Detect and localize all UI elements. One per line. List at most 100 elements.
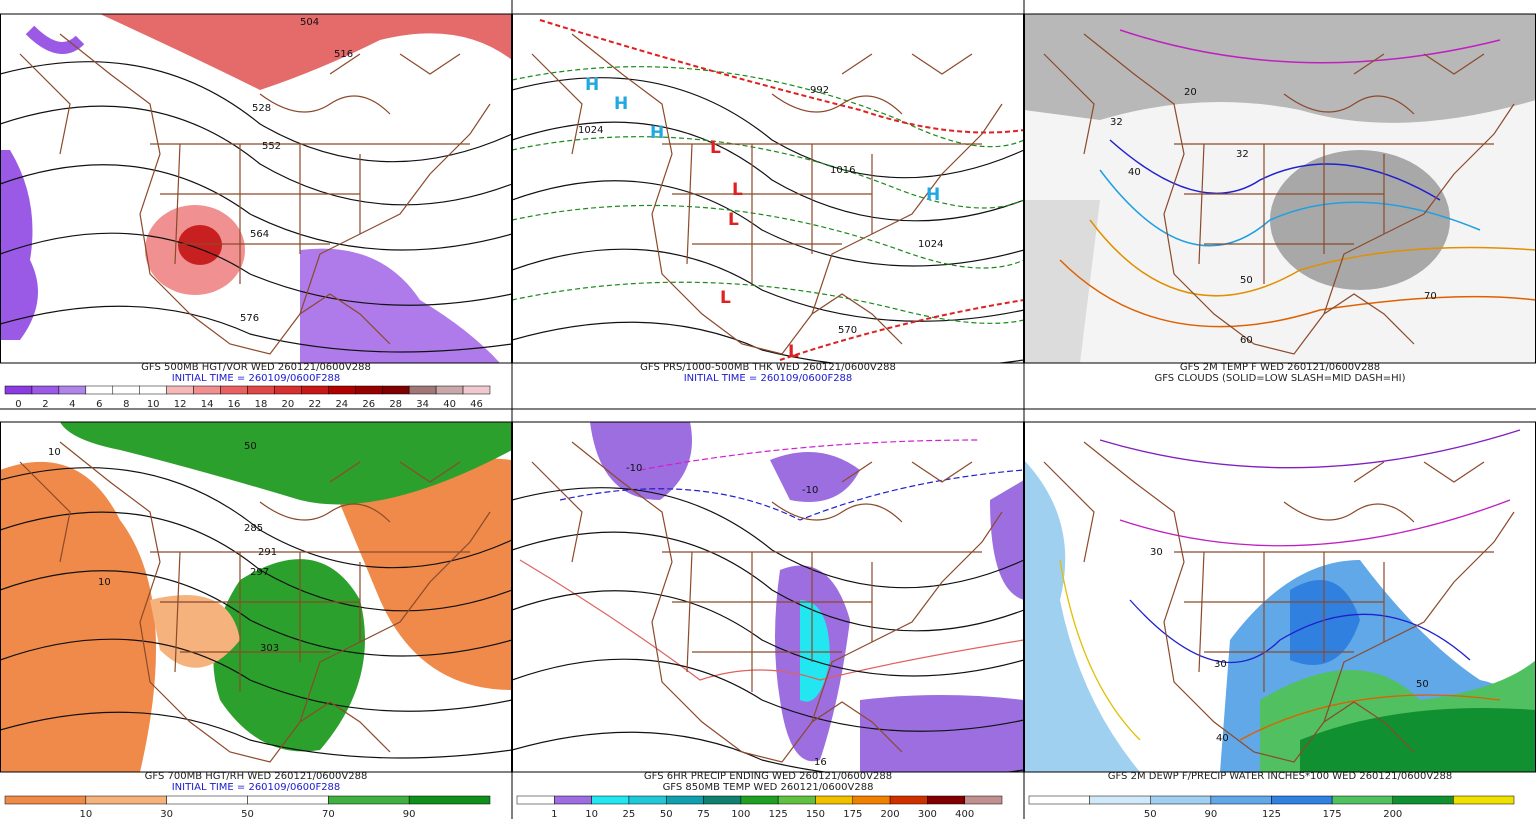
colorbar-segment <box>777 795 816 805</box>
colorbar-segment <box>591 795 630 805</box>
contour-label: 30 <box>1214 659 1227 670</box>
contour-label: 32 <box>1110 117 1123 128</box>
colorbar-label: 18 <box>255 399 268 410</box>
panel-caption: INITIAL TIME = 260109/0600F288 <box>684 373 853 384</box>
colorbar-segment <box>220 385 248 395</box>
colorbar-segment <box>4 385 33 395</box>
contour-label: 60 <box>1240 335 1253 346</box>
low-marker: L <box>788 342 799 362</box>
panel-caption: GFS 500MB HGT/VOR WED 260121/0600V288 <box>141 362 371 373</box>
colorbar-segment <box>355 385 383 395</box>
temperature-map: 32 32 20 40 50 60 70 <box>1024 14 1536 363</box>
colorbar-label: 175 <box>843 809 862 819</box>
colorbar-label: 20 <box>282 399 295 410</box>
colorbar-label: 125 <box>769 809 788 819</box>
colorbar-segment <box>964 795 1003 805</box>
colorbar-label: 46 <box>470 399 483 410</box>
colorbar-segment <box>1028 795 1090 805</box>
panel-caption: GFS 850MB TEMP WED 260121/0600V288 <box>663 782 874 793</box>
colorbar-label: 90 <box>1205 809 1218 819</box>
colorbar-segment <box>703 795 742 805</box>
colorbar-label: 4 <box>69 399 75 410</box>
colorbar-label: 12 <box>174 399 187 410</box>
colorbar-label: 400 <box>955 809 974 819</box>
contour-label: 10 <box>48 447 61 458</box>
panel-caption: GFS PRS/1000-500MB THK WED 260121/0600V2… <box>640 362 896 373</box>
colorbar-segment <box>927 795 965 805</box>
colorbar-label: 34 <box>416 399 429 410</box>
vorticity-map: 504 516 528 552 564 576 <box>0 14 512 363</box>
contour-label: 297 <box>250 567 269 578</box>
colorbar-label: 30 <box>160 809 173 819</box>
colorbar-label: 2 <box>42 399 48 410</box>
contour-label: 1016 <box>830 165 855 176</box>
temperature-contours <box>1059 29 1536 328</box>
colorbar-segment <box>85 795 167 805</box>
contour-label: 1024 <box>578 125 603 136</box>
colorbar-segment <box>247 385 275 395</box>
contour-label: 16 <box>814 757 827 768</box>
contour-label: 992 <box>810 85 829 96</box>
contour-label: 1024 <box>918 239 943 250</box>
colorbar-segment <box>435 385 464 395</box>
contour-label: 40 <box>1216 733 1229 744</box>
contour-label: 291 <box>258 547 277 558</box>
colorbar-label: 26 <box>362 399 375 410</box>
contour-label: 50 <box>1416 679 1429 690</box>
colorbar-segment <box>554 795 592 805</box>
colorbar-label: 28 <box>389 399 402 410</box>
colorbar-label: 50 <box>241 809 254 819</box>
colorbar-segment <box>274 385 302 395</box>
colorbar-label: 75 <box>697 809 710 819</box>
colorbar-segment <box>740 795 779 805</box>
colorbar-segment <box>1392 795 1454 805</box>
colorbar-label: 70 <box>322 809 335 819</box>
contour-label: 564 <box>250 229 269 240</box>
colorbar-segment <box>408 385 437 395</box>
colorbar-segment <box>166 385 194 395</box>
colorbar-segment <box>112 385 140 395</box>
colorbar-segment <box>247 795 329 805</box>
contour-label: 32 <box>1236 149 1249 160</box>
colorbar-segment <box>408 795 491 805</box>
colorbar-label: 200 <box>1383 809 1402 819</box>
colorbar-segment <box>381 385 410 395</box>
pressure-map: H H H H L L L L L 1024 1016 1024 992 570 <box>512 14 1024 363</box>
colorbar-segment <box>328 385 356 395</box>
colorbar-segment <box>462 385 491 395</box>
colorbar-segment <box>516 795 555 805</box>
colorbar-segment <box>58 385 87 395</box>
colorbar-segment <box>166 795 248 805</box>
colorbar-label: 175 <box>1323 809 1342 819</box>
precip-map: -10 -10 16 <box>512 422 1024 772</box>
colorbar-label: 24 <box>335 399 348 410</box>
colorbar-segment <box>852 795 891 805</box>
contour-label: 50 <box>244 441 257 452</box>
high-marker: H <box>650 123 664 143</box>
colorbar-segment <box>4 795 87 805</box>
colorbar-label: 14 <box>201 399 214 410</box>
panel-caption: INITIAL TIME = 260109/0600F288 <box>172 782 341 793</box>
contour-label: 576 <box>240 313 259 324</box>
dewpoint-map: 30 30 40 50 <box>1024 422 1536 772</box>
contour-label: 552 <box>262 141 281 152</box>
contour-label: 285 <box>244 523 263 534</box>
colorbar-segment <box>301 385 329 395</box>
panel-caption: GFS CLOUDS (SOLID=LOW SLASH=MID DASH=HI) <box>1154 373 1405 384</box>
low-marker: L <box>732 180 743 200</box>
contour-label: 570 <box>838 325 857 336</box>
colorbar-segment <box>628 795 667 805</box>
panel-caption: GFS 2M DEWP F/PRECIP WATER INCHES*100 WE… <box>1108 771 1453 782</box>
contour-label: 10 <box>98 577 111 588</box>
colorbar-label: 300 <box>918 809 937 819</box>
contour-label: 516 <box>334 49 353 60</box>
contour-label: -10 <box>626 463 642 474</box>
high-marker: H <box>614 94 628 114</box>
colorbar-label: 8 <box>123 399 129 410</box>
humidity-map: 10 10 50 285 291 297 303 <box>0 422 512 772</box>
colorbar-label: 50 <box>660 809 673 819</box>
colorbar-label: 100 <box>731 809 750 819</box>
colorbar-label: 10 <box>79 809 92 819</box>
contour-label: -10 <box>802 485 818 496</box>
